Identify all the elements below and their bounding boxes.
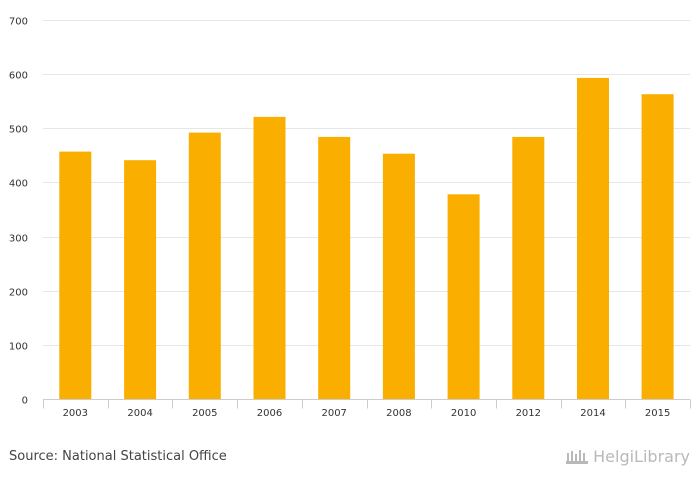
x-axis: 2003 2004 2005 2006 2007 2008 2010 2012 2014 2015 bbox=[43, 399, 691, 419]
x-tick-label: 2005 bbox=[192, 408, 217, 419]
x-tick-label: 2015 bbox=[645, 408, 670, 419]
bar-2010[interactable] bbox=[447, 194, 480, 399]
x-tick-label: 2010 bbox=[451, 408, 476, 419]
x-tick-label: 2003 bbox=[63, 408, 88, 419]
source-note: Source: National Statistical Office bbox=[9, 449, 227, 464]
bar-2005[interactable] bbox=[188, 132, 221, 399]
bar-2015[interactable] bbox=[641, 94, 674, 399]
x-tick-label: 2006 bbox=[257, 408, 282, 419]
x-tick-label: 2014 bbox=[580, 408, 605, 419]
y-tick-label: 200 bbox=[9, 288, 28, 299]
y-axis-ticks: 0 100 200 300 400 500 600 700 bbox=[9, 17, 28, 407]
y-tick-label: 100 bbox=[9, 342, 28, 353]
bar-2008[interactable] bbox=[382, 153, 415, 399]
bars bbox=[59, 77, 674, 400]
y-tick-label: 300 bbox=[9, 234, 28, 245]
bar-2003[interactable] bbox=[59, 151, 92, 399]
bar-2012[interactable] bbox=[512, 136, 545, 399]
library-icon bbox=[566, 449, 589, 464]
x-tick-label: 2004 bbox=[127, 408, 152, 419]
bar-2004[interactable] bbox=[124, 160, 157, 399]
bar-2007[interactable] bbox=[318, 136, 351, 399]
y-tick-label: 600 bbox=[9, 71, 28, 82]
x-tick-label: 2012 bbox=[516, 408, 541, 419]
x-tick-label: 2007 bbox=[321, 408, 346, 419]
helgilibrary-logo[interactable]: HelgiLibrary bbox=[565, 447, 690, 466]
bar-2014[interactable] bbox=[577, 77, 609, 400]
y-tick-label: 500 bbox=[9, 125, 28, 136]
y-tick-label: 400 bbox=[9, 179, 28, 190]
y-tick-label: 700 bbox=[9, 17, 28, 28]
bar-2006[interactable] bbox=[253, 116, 286, 400]
logo-text: HelgiLibrary bbox=[593, 447, 690, 466]
y-tick-label: 0 bbox=[22, 396, 28, 407]
x-tick-label: 2008 bbox=[386, 408, 411, 419]
